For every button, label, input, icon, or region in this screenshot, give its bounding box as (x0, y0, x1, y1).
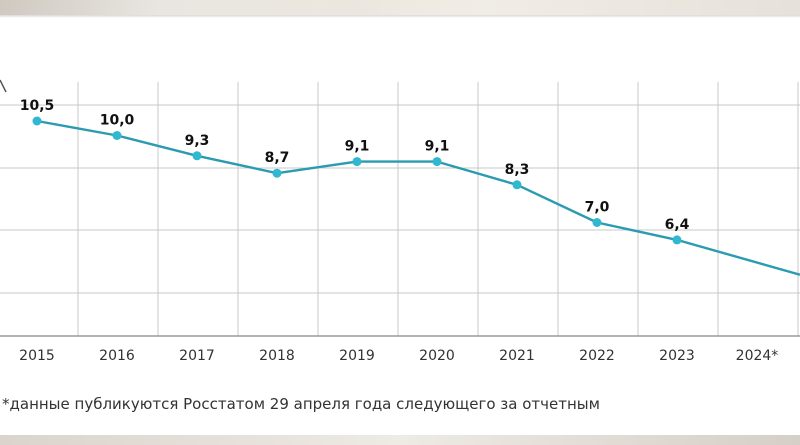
series-line (36, 119, 800, 276)
data-label: 10,5 (20, 98, 55, 114)
data-point (272, 168, 282, 178)
data-point (32, 116, 42, 126)
data-point (352, 157, 362, 167)
data-label: 10,0 (100, 113, 135, 129)
line-layer (36, 119, 800, 276)
data-point (672, 235, 682, 245)
x-tick-label: 2022 (579, 348, 615, 364)
data-point (432, 157, 442, 167)
x-tick-label: 2019 (339, 348, 375, 364)
data-label: 8,7 (265, 150, 290, 166)
data-point (112, 131, 122, 140)
data-point (592, 218, 602, 227)
data-label: 9,3 (185, 133, 210, 149)
data-label: 6,4 (665, 217, 690, 233)
x-tick-label: 2024* (736, 348, 779, 364)
x-tick-label: 2018 (259, 348, 295, 364)
data-label: 9,1 (425, 139, 450, 155)
grid-layer (0, 79, 800, 337)
data-label: 8,3 (505, 162, 530, 178)
x-tick-label: 2017 (179, 348, 215, 364)
x-tick-layer: 2015 2016 2017 2018 2019 2020 2021 2022 2023 2024… (19, 348, 778, 364)
x-tick-label: 2023 (659, 348, 695, 364)
data-label: 9,1 (345, 139, 370, 155)
y-axis-arrow (0, 79, 7, 93)
data-point (512, 180, 522, 190)
x-tick-label: 2020 (419, 348, 455, 364)
top-background-strip (0, 0, 800, 15)
x-tick-label: 2021 (499, 348, 535, 364)
data-point (192, 151, 202, 161)
data-label: 7,0 (585, 200, 610, 216)
top-strip-shadow (0, 15, 800, 18)
bottom-background-strip (0, 435, 800, 445)
data-label-layer: 10,5 10,0 9,3 8,7 9,1 9,1 8,3 7,0 6,4 (20, 98, 690, 233)
point-layer (32, 116, 682, 245)
x-tick-label: 2016 (99, 348, 135, 364)
x-tick-label: 2015 (19, 348, 55, 364)
footnote: *данные публикуются Росстатом 29 апреля … (2, 395, 600, 413)
